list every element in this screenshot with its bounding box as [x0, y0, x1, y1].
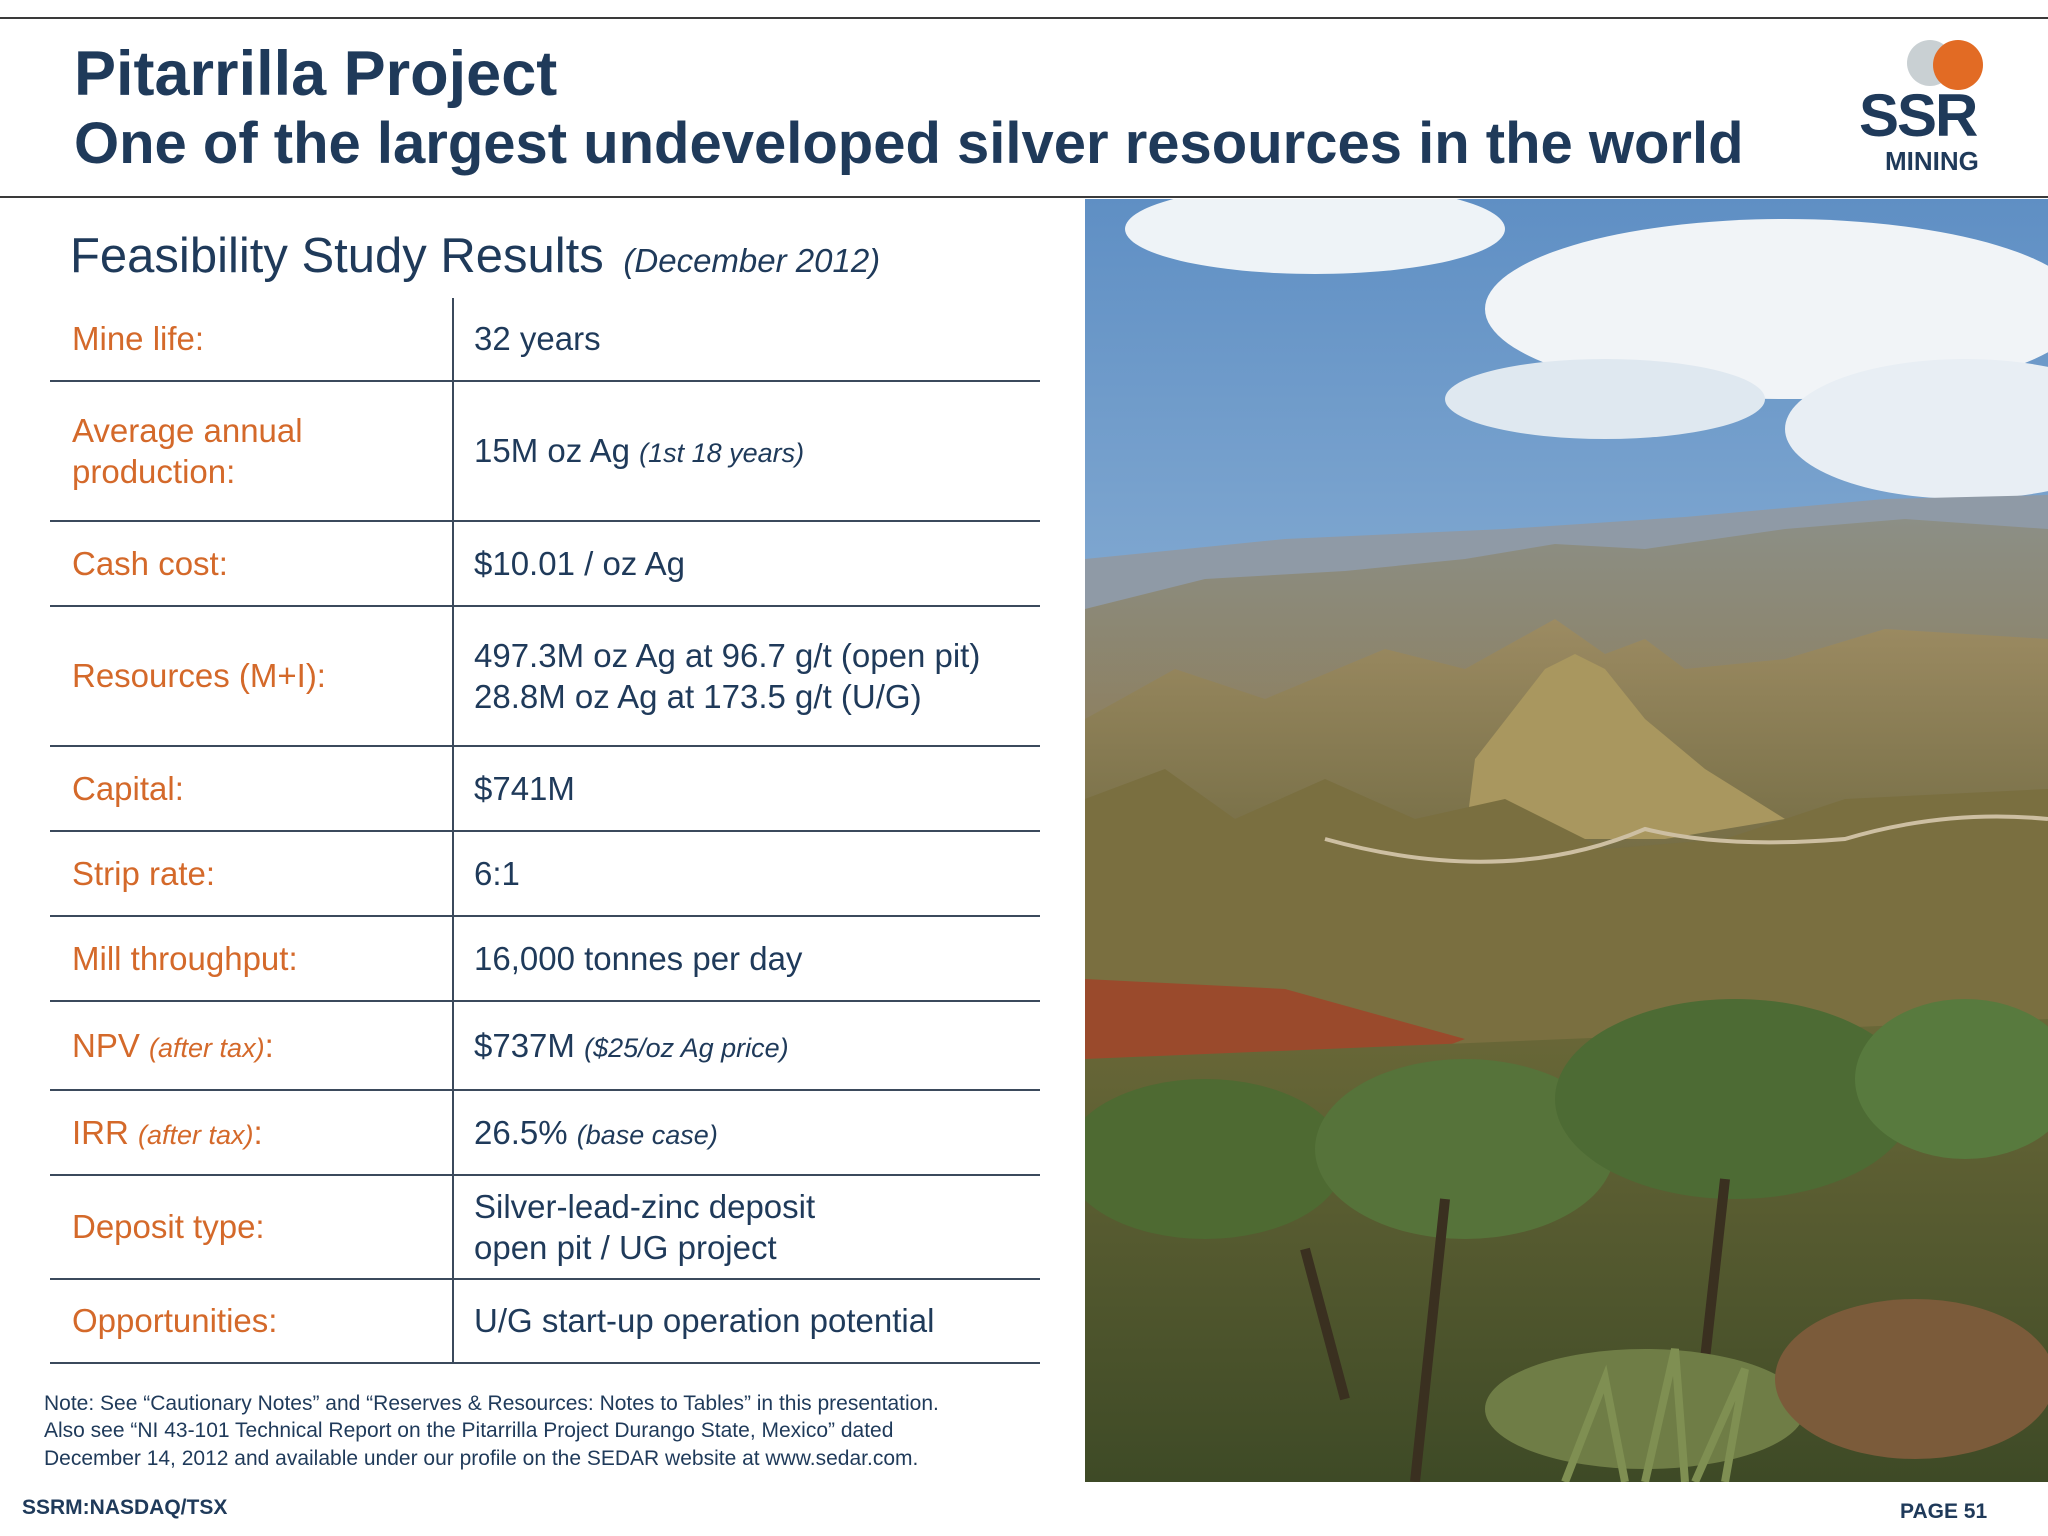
footnote-line: December 14, 2012 and available under ou…: [44, 1446, 919, 1470]
row-label: Deposit type:: [72, 1208, 265, 1246]
row-value-line1: Silver-lead-zinc deposit: [474, 1187, 816, 1225]
row-label-note: (after tax): [138, 1119, 254, 1150]
row-value: $10.01 / oz Ag: [452, 522, 1040, 605]
row-label: Cash cost:: [72, 544, 228, 582]
table-row: Deposit type: Silver-lead-zinc deposit o…: [50, 1176, 1040, 1280]
table-row: Opportunities: U/G start-up operation po…: [50, 1280, 1040, 1364]
row-label: Mill throughput:: [72, 939, 298, 977]
row-value-text: U/G start-up operation potential: [474, 1302, 935, 1340]
table-row: Mill throughput: 16,000 tonnes per day: [50, 917, 1040, 1002]
row-label-note: (after tax): [149, 1032, 265, 1063]
page-title: Pitarrilla Project: [74, 39, 558, 109]
row-value: 26.5% (base case): [452, 1091, 1040, 1174]
row-value-note: (base case): [576, 1119, 718, 1150]
row-value-text: 16,000 tonnes per day: [474, 939, 803, 977]
table-row: Strip rate: 6:1: [50, 832, 1040, 917]
landscape-photo: [1085, 199, 2048, 1482]
footer-ticker: SSRM:NASDAQ/TSX: [22, 1496, 228, 1519]
row-value-text: $737M: [474, 1026, 575, 1064]
row-value: 32 years: [452, 298, 1040, 380]
row-value-note: ($25/oz Ag price): [584, 1032, 789, 1063]
row-value-line2: open pit / UG project: [474, 1229, 777, 1266]
results-table: Mine life: 32 years Average annual produ…: [50, 298, 1040, 1364]
row-label: Opportunities:: [72, 1302, 278, 1340]
row-label: Strip rate:: [72, 854, 216, 892]
row-value-text: 6:1: [474, 854, 520, 892]
section-title-text: Feasibility Study Results: [70, 229, 604, 283]
row-value: 6:1: [452, 832, 1040, 915]
footer-page-number: PAGE 51: [1900, 1500, 1988, 1523]
table-row: Resources (M+I): 497.3M oz Ag at 96.7 g/…: [50, 607, 1040, 747]
row-label-text: IRR: [72, 1113, 129, 1151]
row-label: Average annual production:: [50, 410, 452, 493]
table-row: NPV (after tax): $737M ($25/oz Ag price): [50, 1002, 1040, 1091]
table-row: Mine life: 32 years: [50, 298, 1040, 382]
row-label: Mine life:: [72, 320, 205, 358]
row-value-text: $10.01 / oz Ag: [474, 544, 686, 582]
row-value-text: 32 years: [474, 320, 601, 358]
row-value-line1: 497.3M oz Ag at 96.7 g/t (open pit): [474, 636, 981, 674]
row-value: 16,000 tonnes per day: [452, 917, 1040, 1000]
ssr-mining-logo: SSR MINING: [1855, 36, 2005, 176]
row-value: 497.3M oz Ag at 96.7 g/t (open pit) 28.8…: [452, 607, 1040, 745]
top-rule: [0, 17, 2048, 19]
footnote: Note: See “Cautionary Notes” and “Reserv…: [44, 1390, 1044, 1472]
row-label: NPV (after tax):: [50, 1025, 452, 1066]
row-value-text: $741M: [474, 769, 575, 807]
page-subtitle: One of the largest undeveloped silver re…: [74, 111, 1744, 176]
section-title: Feasibility Study Results (December 2012…: [70, 229, 881, 284]
row-value: 15M oz Ag (1st 18 years): [452, 382, 1040, 520]
footnote-line: Also see “NI 43-101 Technical Report on …: [44, 1419, 894, 1443]
row-label: Capital:: [72, 769, 184, 807]
section-date: (December 2012): [623, 242, 881, 279]
logo-text-main: SSR: [1859, 82, 1978, 149]
row-label-suffix: :: [253, 1113, 263, 1151]
row-value-text: 15M oz Ag: [474, 432, 630, 470]
landscape-illustration: [1085, 199, 2048, 1482]
row-value: Silver-lead-zinc deposit open pit / UG p…: [452, 1176, 1040, 1278]
row-value-text: 26.5%: [474, 1113, 568, 1151]
row-label-text: NPV: [72, 1026, 140, 1064]
row-label: Resources (M+I):: [72, 657, 326, 695]
table-row: Cash cost: $10.01 / oz Ag: [50, 522, 1040, 607]
row-value: U/G start-up operation potential: [452, 1280, 1040, 1362]
header-rule: [0, 196, 2048, 198]
logo-text-sub: MINING: [1885, 146, 1979, 176]
table-row: Average annual production: 15M oz Ag (1s…: [50, 382, 1040, 522]
logo-orange-circle-icon: [1933, 40, 1983, 90]
row-label: IRR (after tax):: [50, 1112, 452, 1153]
footnote-line: Note: See “Cautionary Notes” and “Reserv…: [44, 1392, 939, 1415]
row-value: $737M ($25/oz Ag price): [452, 1002, 1040, 1089]
table-row: Capital: $741M: [50, 747, 1040, 832]
row-value-note: (1st 18 years): [639, 438, 805, 469]
row-value: $741M: [452, 747, 1040, 830]
row-label-line1: Average annual: [72, 411, 303, 449]
row-label-suffix: :: [264, 1026, 274, 1064]
row-label-line2: production:: [72, 453, 236, 490]
row-value-line2: 28.8M oz Ag at 173.5 g/t (U/G): [474, 678, 922, 715]
table-row: IRR (after tax): 26.5% (base case): [50, 1091, 1040, 1176]
